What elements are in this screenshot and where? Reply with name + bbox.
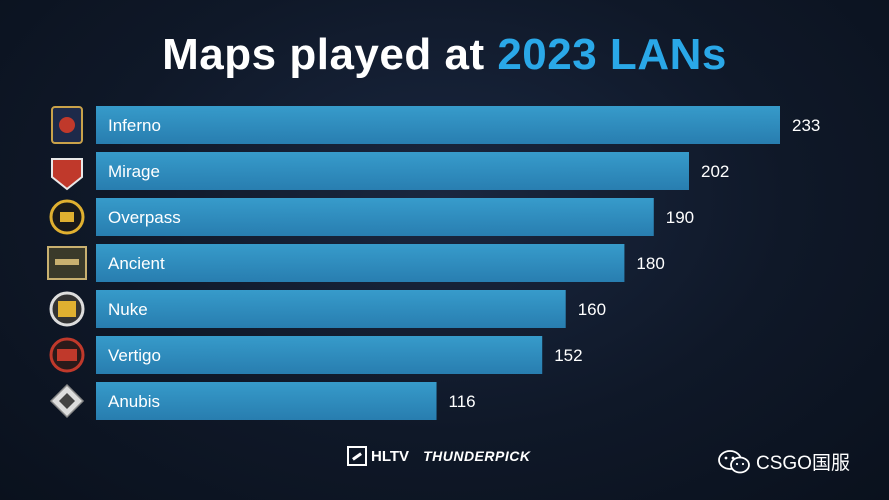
bar-overpass [96, 198, 654, 236]
footer-logos: HLTV THUNDERPICK [347, 446, 530, 466]
bar-nuke [96, 290, 566, 328]
hltv-label: HLTV [371, 447, 410, 465]
bar-anubis [96, 382, 437, 420]
chart-title: Maps played at 2023 LANs [0, 30, 889, 80]
value-label-ancient: 180 [636, 254, 664, 273]
anubis-map-icon [49, 383, 85, 419]
bar-vertigo [96, 336, 543, 374]
nuke-map-icon [49, 291, 85, 327]
title-lead: Maps played at [162, 30, 498, 79]
value-label-overpass: 190 [666, 208, 694, 227]
bar-label-ancient: Ancient [108, 254, 165, 273]
thunderpick-logo: THUNDERPICK [423, 448, 531, 464]
hltv-logo: HLTV [347, 446, 409, 466]
bar-label-anubis: Anubis [108, 392, 160, 411]
inferno-map-icon [51, 106, 83, 144]
bar-inferno [96, 106, 780, 144]
title-highlight: 2023 LANs [497, 30, 727, 79]
overpass-map-icon [49, 199, 85, 235]
bar-label-vertigo: Vertigo [108, 346, 161, 365]
mirage-map-icon [51, 158, 83, 191]
watermark: CSGO国服 [718, 448, 850, 475]
bar-label-overpass: Overpass [108, 208, 181, 227]
value-label-inferno: 233 [792, 116, 820, 135]
bar-ancient [96, 244, 625, 282]
ancient-map-icon [47, 246, 87, 280]
bar-label-inferno: Inferno [108, 116, 161, 135]
watermark-text: CSGO国服 [756, 453, 850, 474]
hltv-icon [347, 446, 367, 466]
bar-label-mirage: Mirage [108, 162, 160, 181]
wechat-icon [718, 449, 750, 473]
bar-label-nuke: Nuke [108, 300, 148, 319]
value-label-anubis: 116 [449, 392, 476, 411]
bar-mirage [96, 152, 689, 190]
value-label-mirage: 202 [701, 162, 729, 181]
value-label-nuke: 160 [578, 300, 606, 319]
vertigo-map-icon [49, 337, 85, 373]
value-label-vertigo: 152 [554, 346, 582, 365]
